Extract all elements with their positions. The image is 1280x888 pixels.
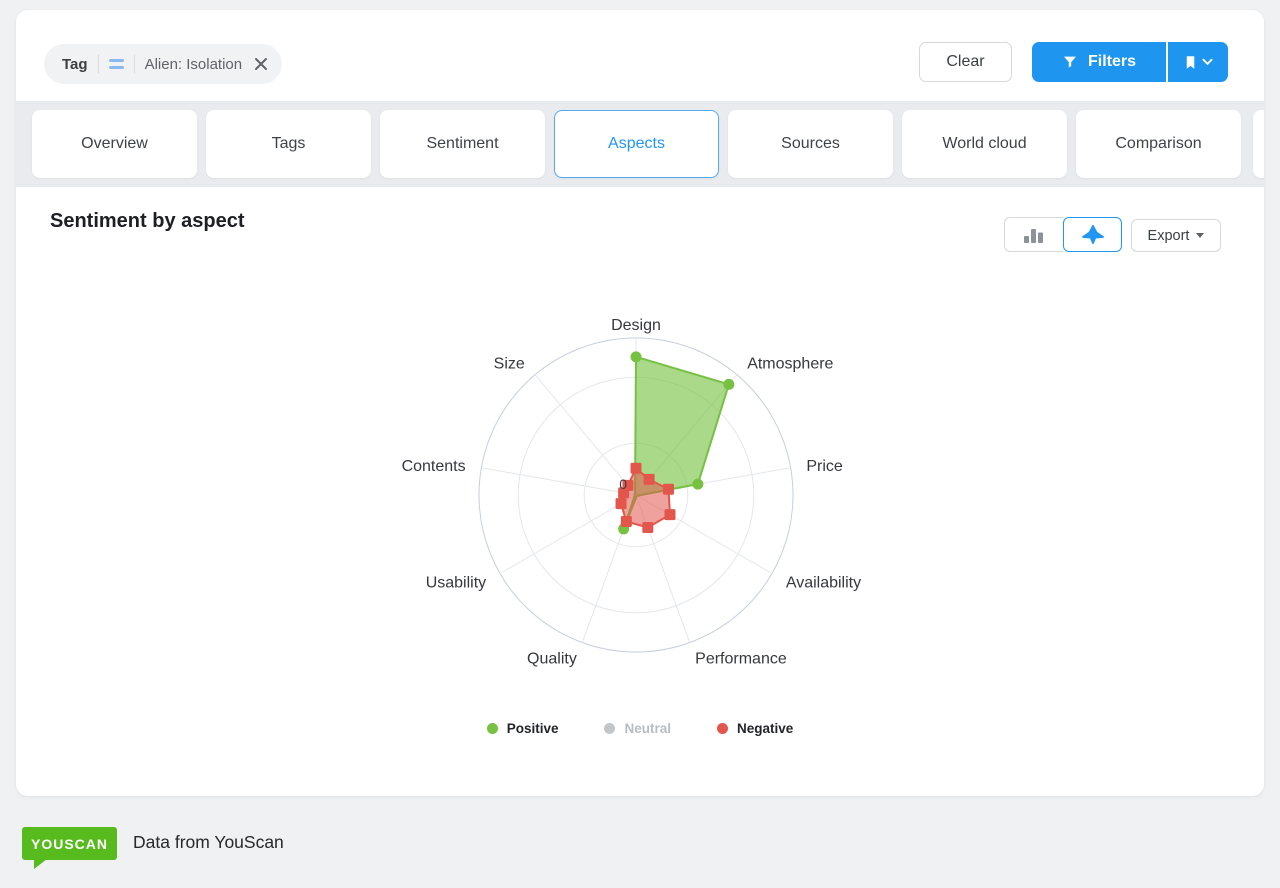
bar-chart-toggle[interactable] (1004, 217, 1063, 252)
divider (133, 55, 135, 73)
tab-strip: Overview Tags Sentiment Aspects Sources World… (16, 101, 1264, 187)
saved-filters-button[interactable] (1168, 42, 1228, 82)
positive-dot-icon (486, 723, 498, 734)
axis-label-size: Size (494, 355, 525, 372)
tab-tags[interactable]: Tags (206, 110, 371, 178)
legend-label: Neutral (624, 721, 671, 736)
tab-world-cloud[interactable]: World cloud (902, 110, 1067, 178)
footer-caption: Data from YouScan (133, 832, 284, 852)
filter-funnel-icon (1063, 56, 1076, 68)
negative-point-quality[interactable] (620, 516, 632, 528)
negative-point-availability[interactable] (664, 509, 676, 521)
tab-aspects[interactable]: Aspects (554, 110, 719, 178)
filters-split-button: Filters (1032, 42, 1228, 82)
chart-legend: Positive Neutral Negative (16, 721, 1264, 736)
axis-label-design: Design (611, 317, 661, 334)
tab-partial[interactable] (1253, 110, 1264, 178)
negative-point-price[interactable] (662, 483, 674, 495)
legend-item-positive[interactable]: Positive (486, 721, 559, 736)
axis-label-performance: Performance (695, 651, 787, 668)
neutral-dot-icon (604, 723, 616, 734)
grid-spoke (481, 467, 637, 496)
negative-point-atmosphere[interactable] (643, 473, 655, 485)
export-button[interactable]: Export (1131, 219, 1221, 252)
chevron-down-icon (1202, 58, 1213, 66)
caret-down-icon (1196, 233, 1205, 238)
tab-sources[interactable]: Sources (728, 110, 893, 178)
filters-button[interactable]: Filters (1032, 42, 1166, 82)
tab-sentiment[interactable]: Sentiment (380, 110, 545, 178)
filter-chip-value: Alien: Isolation (144, 55, 243, 73)
axis-label-quality: Quality (527, 651, 577, 668)
negative-dot-icon (717, 723, 728, 734)
chart-type-toggle (1004, 217, 1122, 252)
axis-min-label: 0 (619, 476, 627, 492)
youscan-logo-text: YOUSCAN (30, 835, 108, 852)
tab-overview[interactable]: Overview (32, 110, 197, 178)
axis-label-availability: Availability (786, 575, 861, 592)
bar-chart-icon (1024, 228, 1043, 243)
legend-item-neutral[interactable]: Neutral (604, 721, 671, 736)
negative-point-size[interactable] (622, 479, 634, 491)
axis-label-atmosphere: Atmosphere (747, 355, 833, 372)
filters-button-label: Filters (1087, 53, 1136, 70)
radar-chart-icon (1081, 224, 1104, 244)
legend-label: Positive (506, 721, 559, 736)
grid-spoke (534, 374, 637, 496)
negative-point-design[interactable] (630, 462, 642, 474)
axis-label-price: Price (806, 458, 843, 475)
main-card: Tag Alien: Isolation Clear Filters Overv… (16, 10, 1264, 796)
axis-label-usability: Usability (426, 575, 486, 592)
negative-point-usability[interactable] (615, 498, 627, 510)
tab-comparison[interactable]: Comparison (1076, 110, 1241, 178)
grid-spoke (499, 494, 637, 574)
positive-point-price[interactable] (692, 478, 704, 490)
filter-chip-field: Tag (62, 55, 88, 73)
positive-point-design[interactable] (630, 351, 642, 363)
export-button-label: Export (1147, 227, 1190, 244)
axis-label-contents: Contents (402, 458, 466, 475)
positive-point-atmosphere[interactable] (723, 378, 735, 390)
equals-icon (108, 59, 124, 69)
legend-item-negative[interactable]: Negative (717, 721, 793, 736)
clear-button[interactable]: Clear (919, 42, 1012, 82)
radar-chart: Design Atmosphere Price Availability Perform… (402, 317, 862, 668)
negative-point-performance[interactable] (642, 521, 654, 533)
divider (97, 55, 99, 73)
radar-chart-toggle[interactable] (1063, 217, 1122, 252)
bookmark-icon (1186, 55, 1195, 69)
page-title: Sentiment by aspect (50, 210, 245, 232)
legend-label: Negative (737, 721, 794, 736)
filter-chip[interactable]: Tag Alien: Isolation (44, 44, 283, 84)
youscan-logo: YOUSCAN (22, 827, 117, 869)
close-icon[interactable] (254, 57, 268, 71)
